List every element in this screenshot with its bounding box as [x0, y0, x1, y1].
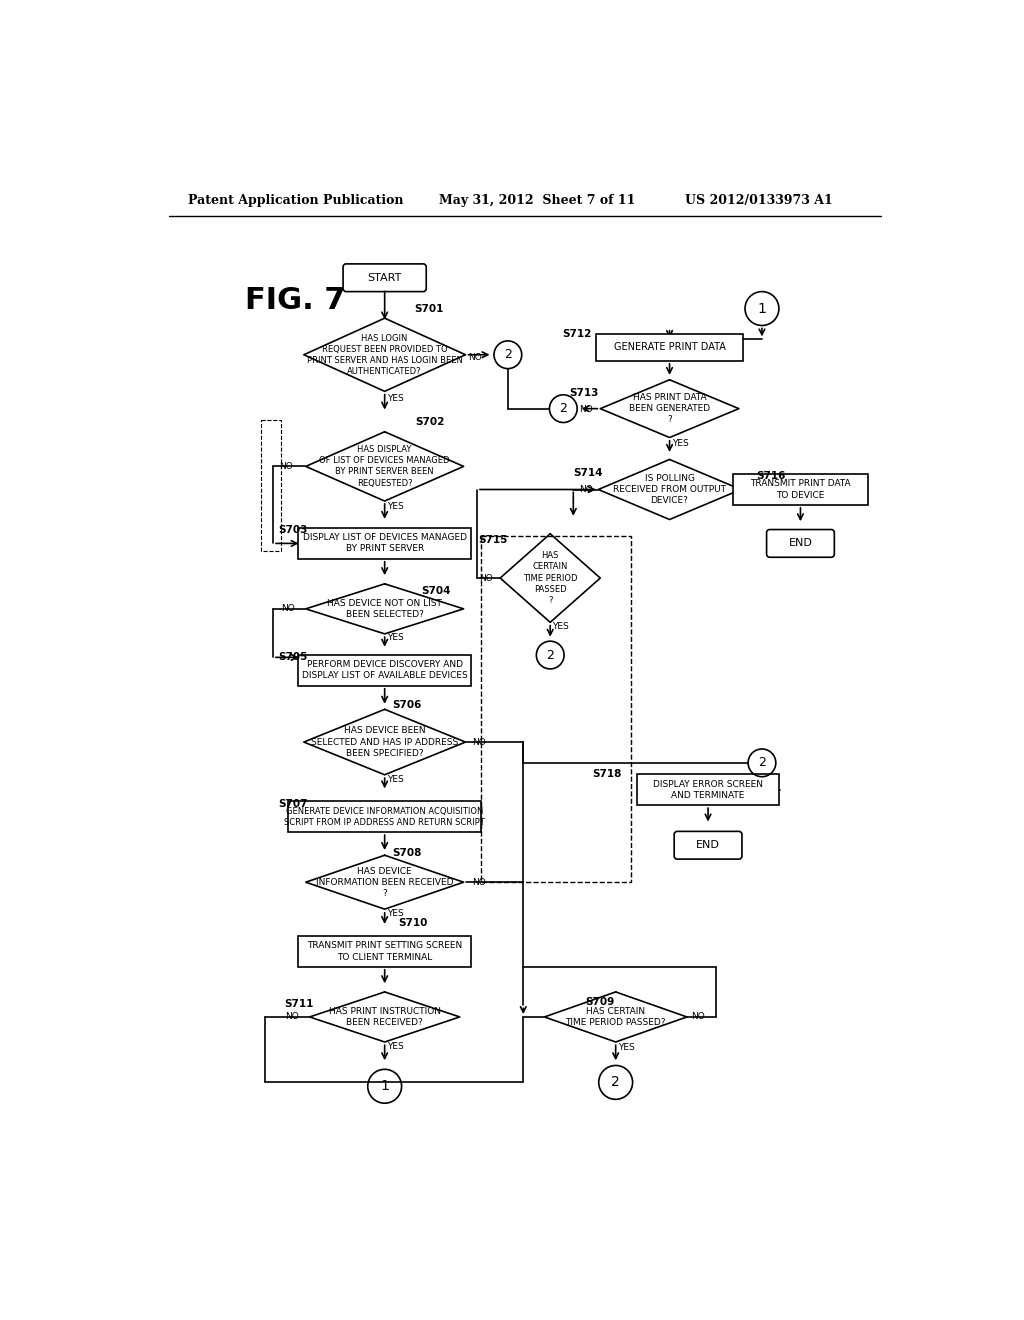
Text: HAS PRINT DATA
BEEN GENERATED
?: HAS PRINT DATA BEEN GENERATED ?: [629, 393, 710, 424]
Text: 2: 2: [559, 403, 567, 416]
Text: NO: NO: [472, 878, 485, 887]
Text: NO: NO: [285, 1012, 298, 1022]
Bar: [298, 528, 471, 558]
Text: HAS PRINT INSTRUCTION
BEEN RECEIVED?: HAS PRINT INSTRUCTION BEEN RECEIVED?: [329, 1007, 440, 1027]
Text: 1: 1: [380, 1080, 389, 1093]
Text: END: END: [696, 841, 720, 850]
Text: S704: S704: [422, 586, 452, 597]
Text: S718: S718: [593, 770, 622, 779]
Text: YES: YES: [744, 484, 761, 494]
Text: NO: NO: [282, 605, 295, 614]
FancyBboxPatch shape: [674, 832, 742, 859]
Text: S715: S715: [478, 535, 508, 545]
Text: NO: NO: [691, 1012, 705, 1022]
Text: 1: 1: [758, 301, 766, 315]
Text: HAS DEVICE BEEN
SELECTED AND HAS IP ADDRESS
BEEN SPECIFIED?: HAS DEVICE BEEN SELECTED AND HAS IP ADDR…: [311, 726, 459, 758]
Text: S713: S713: [569, 388, 599, 399]
Text: NO: NO: [280, 462, 293, 471]
Text: Patent Application Publication: Patent Application Publication: [188, 194, 403, 207]
Text: NO: NO: [472, 738, 485, 747]
Text: S705: S705: [279, 652, 308, 663]
Text: PERFORM DEVICE DISCOVERY AND
DISPLAY LIST OF AVAILABLE DEVICES: PERFORM DEVICE DISCOVERY AND DISPLAY LIS…: [302, 660, 468, 681]
Text: DISPLAY ERROR SCREEN
AND TERMINATE: DISPLAY ERROR SCREEN AND TERMINATE: [653, 780, 763, 800]
Bar: [481, 536, 631, 882]
FancyBboxPatch shape: [343, 264, 426, 292]
Text: S710: S710: [398, 917, 428, 928]
Text: S707: S707: [279, 799, 308, 809]
Text: S701: S701: [414, 304, 443, 314]
Text: GENERATE PRINT DATA: GENERATE PRINT DATA: [613, 342, 725, 352]
Text: YES: YES: [552, 622, 568, 631]
Text: HAS
CERTAIN
TIME PERIOD
PASSED
?: HAS CERTAIN TIME PERIOD PASSED ?: [523, 552, 578, 605]
Text: S711: S711: [285, 999, 314, 1008]
Text: DISPLAY LIST OF DEVICES MANAGED
BY PRINT SERVER: DISPLAY LIST OF DEVICES MANAGED BY PRINT…: [303, 533, 467, 553]
Text: 2: 2: [758, 756, 766, 770]
Text: TRANSMIT PRINT SETTING SCREEN
TO CLIENT TERMINAL: TRANSMIT PRINT SETTING SCREEN TO CLIENT …: [307, 941, 462, 961]
Text: HAS DISPLAY
OF LIST OF DEVICES MANAGED
BY PRINT SERVER BEEN
REQUESTED?: HAS DISPLAY OF LIST OF DEVICES MANAGED B…: [319, 445, 450, 487]
Bar: [289, 801, 481, 832]
Text: HAS LOGIN
REQUEST BEEN PROVIDED TO
PRINT SERVER AND HAS LOGIN BEEN
AUTHENTICATED: HAS LOGIN REQUEST BEEN PROVIDED TO PRINT…: [307, 334, 463, 376]
Text: 2: 2: [611, 1076, 621, 1089]
Bar: [733, 474, 867, 506]
Bar: [298, 655, 471, 686]
Text: GENERATE DEVICE INFORMATION ACQUISITION
SCRIPT FROM IP ADDRESS AND RETURN SCRIPT: GENERATE DEVICE INFORMATION ACQUISITION …: [285, 807, 485, 826]
Text: 2: 2: [504, 348, 512, 362]
Text: YES: YES: [387, 502, 403, 511]
Text: 2: 2: [546, 648, 554, 661]
Text: S712: S712: [562, 329, 591, 339]
Text: YES: YES: [387, 1041, 403, 1051]
Text: NO: NO: [579, 405, 593, 414]
Text: HAS DEVICE
INFORMATION BEEN RECEIVED
?: HAS DEVICE INFORMATION BEEN RECEIVED ?: [316, 867, 454, 898]
Bar: [298, 936, 471, 966]
Text: HAS CERTAIN
TIME PERIOD PASSED?: HAS CERTAIN TIME PERIOD PASSED?: [565, 1007, 666, 1027]
Text: YES: YES: [387, 775, 403, 784]
Text: S708: S708: [392, 847, 422, 858]
Text: S716: S716: [756, 471, 785, 480]
Text: YES: YES: [387, 908, 403, 917]
Text: S706: S706: [392, 700, 422, 710]
Bar: [637, 775, 779, 805]
Bar: [596, 334, 742, 360]
Text: NO: NO: [580, 484, 593, 494]
Bar: [261, 420, 281, 552]
Text: YES: YES: [672, 438, 688, 447]
Text: TRANSMIT PRINT DATA
TO DEVICE: TRANSMIT PRINT DATA TO DEVICE: [751, 479, 851, 499]
FancyBboxPatch shape: [767, 529, 835, 557]
Text: YES: YES: [387, 395, 403, 403]
Text: NO: NO: [479, 574, 494, 582]
Text: YES: YES: [387, 632, 403, 642]
Text: HAS DEVICE NOT ON LIST
BEEN SELECTED?: HAS DEVICE NOT ON LIST BEEN SELECTED?: [328, 599, 442, 619]
Text: IS POLLING
RECEIVED FROM OUTPUT
DEVICE?: IS POLLING RECEIVED FROM OUTPUT DEVICE?: [613, 474, 726, 506]
Text: S709: S709: [585, 997, 614, 1007]
Text: S703: S703: [279, 525, 308, 536]
Text: May 31, 2012  Sheet 7 of 11: May 31, 2012 Sheet 7 of 11: [438, 194, 635, 207]
Text: FIG. 7: FIG. 7: [245, 286, 345, 315]
Text: YES: YES: [617, 1043, 635, 1052]
Text: START: START: [368, 273, 401, 282]
Text: END: END: [788, 539, 812, 548]
Text: S714: S714: [573, 467, 603, 478]
Text: S702: S702: [416, 417, 444, 426]
Text: NO: NO: [469, 352, 482, 362]
Text: US 2012/0133973 A1: US 2012/0133973 A1: [685, 194, 833, 207]
